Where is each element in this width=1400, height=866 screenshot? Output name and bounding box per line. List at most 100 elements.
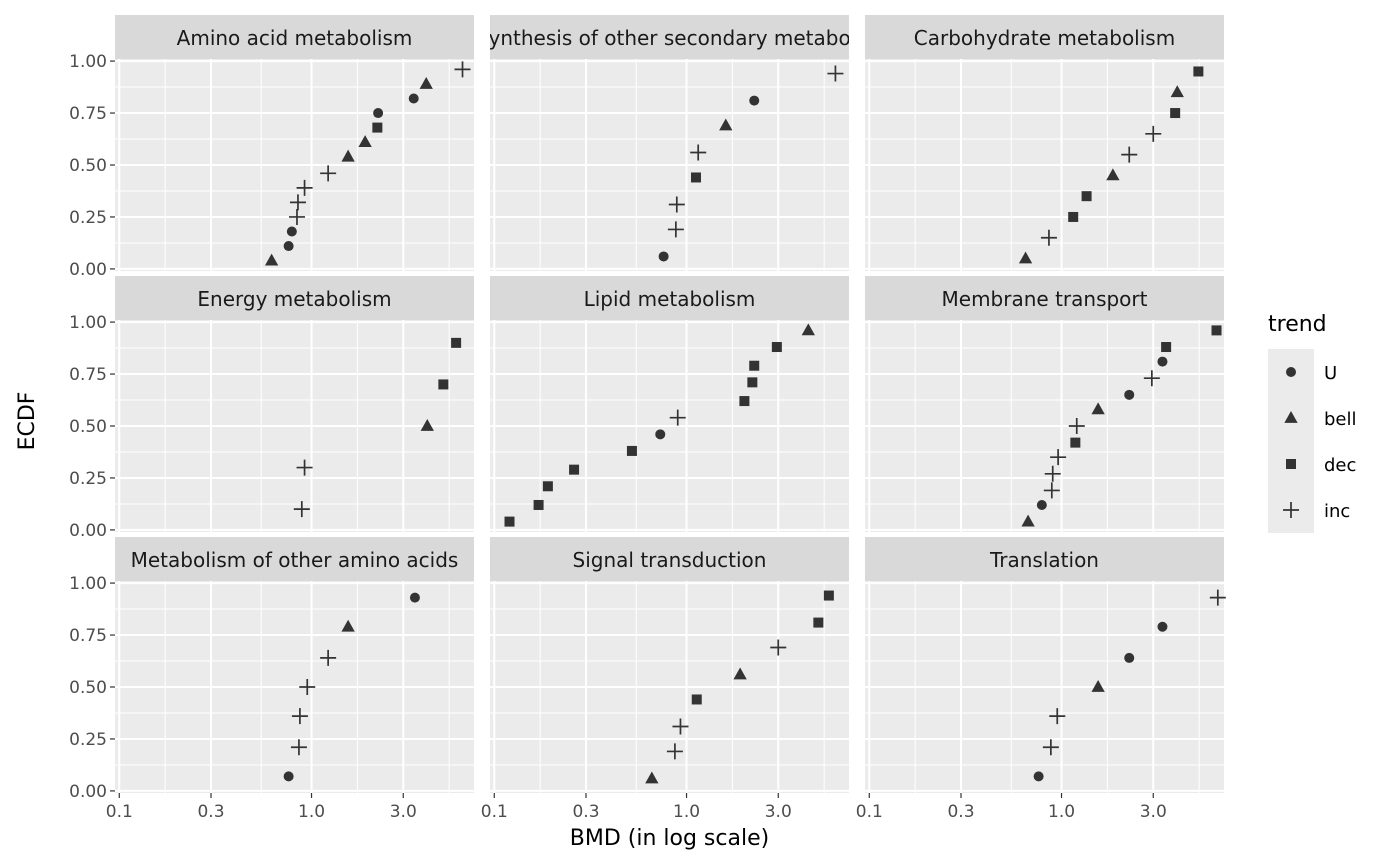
data-points: [264, 61, 471, 266]
data-point-dec: [504, 516, 515, 527]
x-tick-label: 1.0: [673, 802, 700, 822]
facet-strip-title: Metabolism of other amino acids: [131, 548, 459, 572]
data-point-dec: [451, 337, 462, 348]
y-tick-label: 1.00: [69, 52, 107, 72]
x-tick-label: 3.0: [1140, 802, 1167, 822]
data-point-bell: [733, 667, 747, 680]
data-point-U: [286, 226, 297, 237]
y-tick-label: 0.00: [69, 260, 107, 280]
panel-grid: [490, 320, 849, 532]
data-point-bell: [420, 419, 434, 431]
facet-strip-title: Carbohydrate metabolism: [914, 26, 1175, 50]
data-point-dec: [739, 396, 750, 407]
data-point-dec: [626, 445, 637, 456]
data-point-U: [1157, 356, 1168, 367]
data-point-bell: [1170, 85, 1184, 98]
data-point-bell: [341, 149, 355, 162]
facet-strip: [490, 15, 849, 59]
data-point-dec: [372, 122, 383, 133]
y-tick-label: 0.75: [69, 365, 107, 385]
y-tick-label: 0.75: [69, 104, 107, 124]
facet-strip-title: Membrane transport: [942, 287, 1148, 311]
facet-strip-title: Biosynthesis of other secondary metaboli…: [447, 26, 893, 50]
legend-entry-inc: inc: [1268, 487, 1350, 533]
data-point-dec: [813, 617, 824, 628]
y-tick-label: 0.25: [69, 208, 107, 228]
panel-grid: [490, 59, 849, 271]
facet-strip: [865, 15, 1224, 59]
data-point-dec: [569, 464, 580, 475]
facet-strip: [865, 537, 1224, 581]
data-point-dec: [691, 694, 702, 705]
legend-key-circle: [1286, 367, 1296, 377]
data-point-inc: [1050, 449, 1067, 466]
facet-panel: Signal transduction: [490, 537, 849, 793]
y-tick-label: 0.25: [69, 730, 107, 750]
data-point-U: [1124, 652, 1135, 663]
y-tick-label: 0.00: [69, 782, 107, 802]
x-tick-label: 0.3: [572, 802, 599, 822]
legend-label: bell: [1324, 409, 1357, 430]
data-point-U: [658, 251, 669, 262]
data-point-inc: [667, 221, 684, 238]
facet-strip-title: Translation: [989, 548, 1099, 572]
data-point-U: [749, 95, 760, 106]
data-point-bell: [341, 619, 355, 632]
legend-label: inc: [1324, 501, 1350, 522]
data-points: [1018, 66, 1204, 264]
data-point-inc: [1049, 708, 1066, 725]
y-tick-label: 1.00: [69, 313, 107, 333]
data-point-inc: [1145, 125, 1162, 142]
data-point-bell: [264, 253, 279, 266]
data-point-inc: [1043, 482, 1060, 499]
y-tick-label: 1.00: [69, 574, 107, 594]
legend-label: dec: [1324, 455, 1356, 476]
data-point-inc: [299, 679, 316, 695]
y-tick-label: 0.50: [69, 678, 107, 698]
x-tick-label: 0.1: [106, 802, 133, 822]
panel-grid: [115, 581, 474, 793]
y-axis-title: ECDF: [15, 392, 40, 451]
facet-strip-title: Energy metabolism: [197, 287, 391, 311]
data-point-U: [1157, 621, 1168, 632]
data-point-U: [1124, 389, 1135, 400]
data-point-bell: [419, 76, 433, 89]
x-tick-label: 0.1: [856, 802, 883, 822]
y-tick-label: 0.50: [69, 417, 107, 437]
panel-grid: [115, 320, 474, 532]
data-points: [504, 323, 815, 527]
data-point-dec: [1070, 437, 1081, 448]
data-point-inc: [669, 409, 686, 426]
panel-grid: [490, 581, 849, 793]
facet-panel: Metabolism of other amino acids: [115, 537, 474, 793]
facet-panels: Amino acid metabolism Biosynthesis of oth…: [115, 15, 1226, 793]
data-point-inc: [454, 61, 471, 78]
data-point-inc: [770, 639, 787, 656]
data-point-U: [655, 429, 666, 440]
data-point-bell: [801, 323, 815, 336]
x-tick-label: 3.0: [390, 802, 417, 822]
x-tick-label: 0.3: [197, 802, 224, 822]
data-point-inc: [666, 743, 683, 760]
data-point-inc: [1209, 589, 1226, 606]
facet-strip: [490, 537, 849, 581]
y-tick-label: 0.00: [69, 521, 107, 541]
facet-strip: [865, 276, 1224, 320]
legend-title: trend: [1268, 312, 1327, 337]
y-tick-label: 0.75: [69, 626, 107, 646]
data-point-bell: [1021, 514, 1035, 527]
y-tick-label: 0.50: [69, 156, 107, 176]
data-point-inc: [1044, 465, 1061, 482]
data-point-bell: [719, 118, 733, 131]
facet-strip: [115, 276, 474, 320]
facet-panel: Biosynthesis of other secondary metaboli…: [447, 15, 893, 271]
data-point-dec: [771, 342, 782, 353]
legend-label: U: [1324, 363, 1337, 384]
data-point-inc: [1040, 229, 1057, 246]
data-point-U: [373, 108, 384, 119]
data-point-inc: [288, 208, 305, 225]
data-point-dec: [1170, 108, 1181, 119]
panel-grid: [865, 59, 1224, 271]
